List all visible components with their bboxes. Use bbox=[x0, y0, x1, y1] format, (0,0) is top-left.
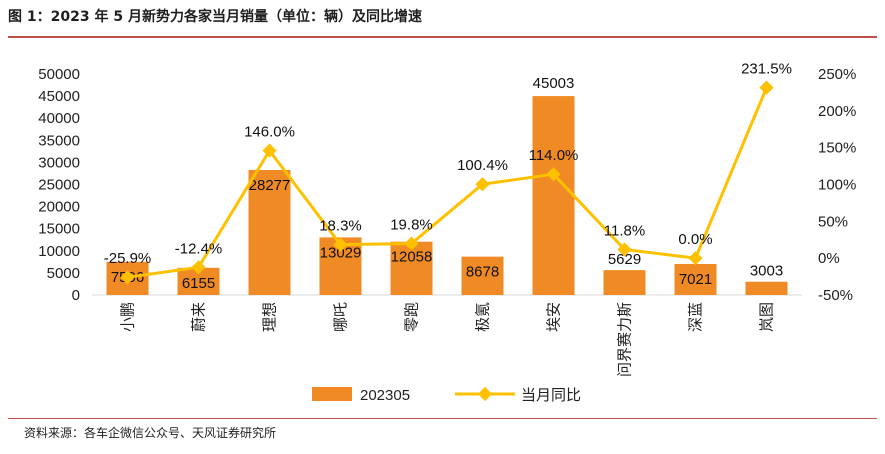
growth-label: -25.9% bbox=[104, 250, 152, 267]
category-label: 理想 bbox=[261, 302, 279, 332]
category-label: 极氪 bbox=[474, 302, 492, 332]
bar bbox=[603, 270, 646, 295]
legend-bar-label: 202305 bbox=[360, 387, 410, 404]
growth-label: 11.8% bbox=[604, 222, 645, 239]
bar bbox=[674, 263, 717, 295]
bar bbox=[461, 256, 504, 295]
bar-value-label: 8678 bbox=[466, 264, 499, 281]
category-label: 深蓝 bbox=[687, 302, 705, 332]
bar-value-label: 6155 bbox=[182, 275, 215, 292]
bar-series bbox=[106, 96, 788, 296]
left-axis: 0 5000 10000 15000 20000 25000 30000 35000 40000… bbox=[38, 66, 802, 304]
category-label: 问界赛力斯 bbox=[616, 302, 634, 377]
left-tick-label: 5000 bbox=[47, 265, 80, 282]
growth-label: 146.0% bbox=[244, 124, 295, 141]
left-tick-label: 40000 bbox=[38, 110, 80, 127]
bar-value-label: 5629 bbox=[608, 251, 641, 268]
line-series bbox=[120, 80, 774, 285]
category-label: 岚图 bbox=[758, 302, 776, 332]
figure-title: 图 1：2023 年 5 月新势力各家当月销量（单位：辆）及同比增速 bbox=[8, 9, 422, 25]
bar-labels: 7506615528277130291205886784500356297021… bbox=[111, 75, 783, 292]
sales-chart: 0 5000 10000 15000 20000 25000 30000 35000 40000… bbox=[38, 61, 856, 404]
line-marker bbox=[191, 260, 206, 275]
growth-label: 231.5% bbox=[741, 61, 792, 78]
bar bbox=[532, 96, 575, 296]
line-marker bbox=[333, 237, 348, 252]
right-tick-label: 0% bbox=[818, 250, 840, 267]
growth-label: 100.4% bbox=[457, 157, 508, 174]
growth-label: 18.3% bbox=[319, 218, 362, 235]
left-tick-label: 45000 bbox=[38, 88, 80, 105]
category-label: 小鹏 bbox=[119, 302, 137, 332]
right-tick-label: 100% bbox=[818, 177, 856, 194]
right-tick-label: 50% bbox=[818, 213, 848, 230]
right-tick-label: -50% bbox=[818, 287, 853, 304]
growth-label: 0.0% bbox=[678, 231, 712, 248]
bar bbox=[745, 281, 788, 295]
left-tick-label: 50000 bbox=[38, 66, 80, 83]
left-tick-label: 35000 bbox=[38, 132, 80, 149]
title-divider bbox=[8, 36, 877, 38]
bar-value-label: 12058 bbox=[391, 249, 433, 266]
right-tick-label: 150% bbox=[818, 140, 856, 157]
line-marker bbox=[475, 177, 490, 192]
growth-label: 19.8% bbox=[390, 217, 433, 234]
legend: 202305 当月同比 bbox=[312, 386, 581, 404]
line-marker bbox=[688, 251, 703, 266]
category-label: 哪吒 bbox=[332, 302, 350, 332]
left-tick-label: 20000 bbox=[38, 199, 80, 216]
legend-bar-swatch bbox=[312, 387, 352, 401]
bar-value-label: 3003 bbox=[750, 263, 783, 280]
source-note: 资料来源：各车企微信公众号、天风证券研究所 bbox=[24, 426, 277, 440]
bar-value-label: 28277 bbox=[249, 177, 291, 194]
left-tick-label: 0 bbox=[72, 287, 80, 304]
line-marker bbox=[759, 80, 774, 95]
category-label: 蔚来 bbox=[190, 302, 208, 332]
right-tick-label: 200% bbox=[818, 103, 856, 120]
line-labels: -25.9% -12.4% 146.0% 18.3% 19.8% 100.4% 114.0%… bbox=[104, 61, 792, 268]
right-axis: -50% 0% 50% 100% 150% 200% 250% bbox=[818, 66, 856, 304]
line-marker bbox=[546, 167, 561, 182]
left-tick-label: 15000 bbox=[38, 221, 80, 238]
category-labels: 小鹏 蔚来 理想 哪吒 零跑 极氪 埃安 问界赛力斯 深蓝 岚图 bbox=[119, 302, 776, 377]
left-tick-label: 25000 bbox=[38, 177, 80, 194]
legend-line-label: 当月同比 bbox=[521, 387, 581, 404]
bar bbox=[248, 170, 291, 295]
category-label: 零跑 bbox=[403, 302, 421, 332]
line-marker bbox=[404, 236, 419, 251]
line-marker bbox=[617, 242, 632, 257]
left-tick-label: 30000 bbox=[38, 154, 80, 171]
growth-label: -12.4% bbox=[175, 240, 223, 257]
category-label: 埃安 bbox=[545, 302, 563, 332]
legend-line-marker bbox=[477, 386, 493, 402]
bar-value-label: 45003 bbox=[533, 75, 575, 92]
line-marker bbox=[120, 270, 135, 285]
bar-value-label: 13029 bbox=[320, 244, 362, 261]
growth-line bbox=[127, 87, 768, 279]
bar-value-label: 7021 bbox=[679, 271, 712, 288]
growth-label: 114.0% bbox=[529, 147, 579, 164]
right-tick-label: 250% bbox=[818, 66, 856, 83]
left-tick-label: 10000 bbox=[38, 243, 80, 260]
footer-divider bbox=[8, 418, 877, 419]
line-marker bbox=[262, 143, 277, 158]
